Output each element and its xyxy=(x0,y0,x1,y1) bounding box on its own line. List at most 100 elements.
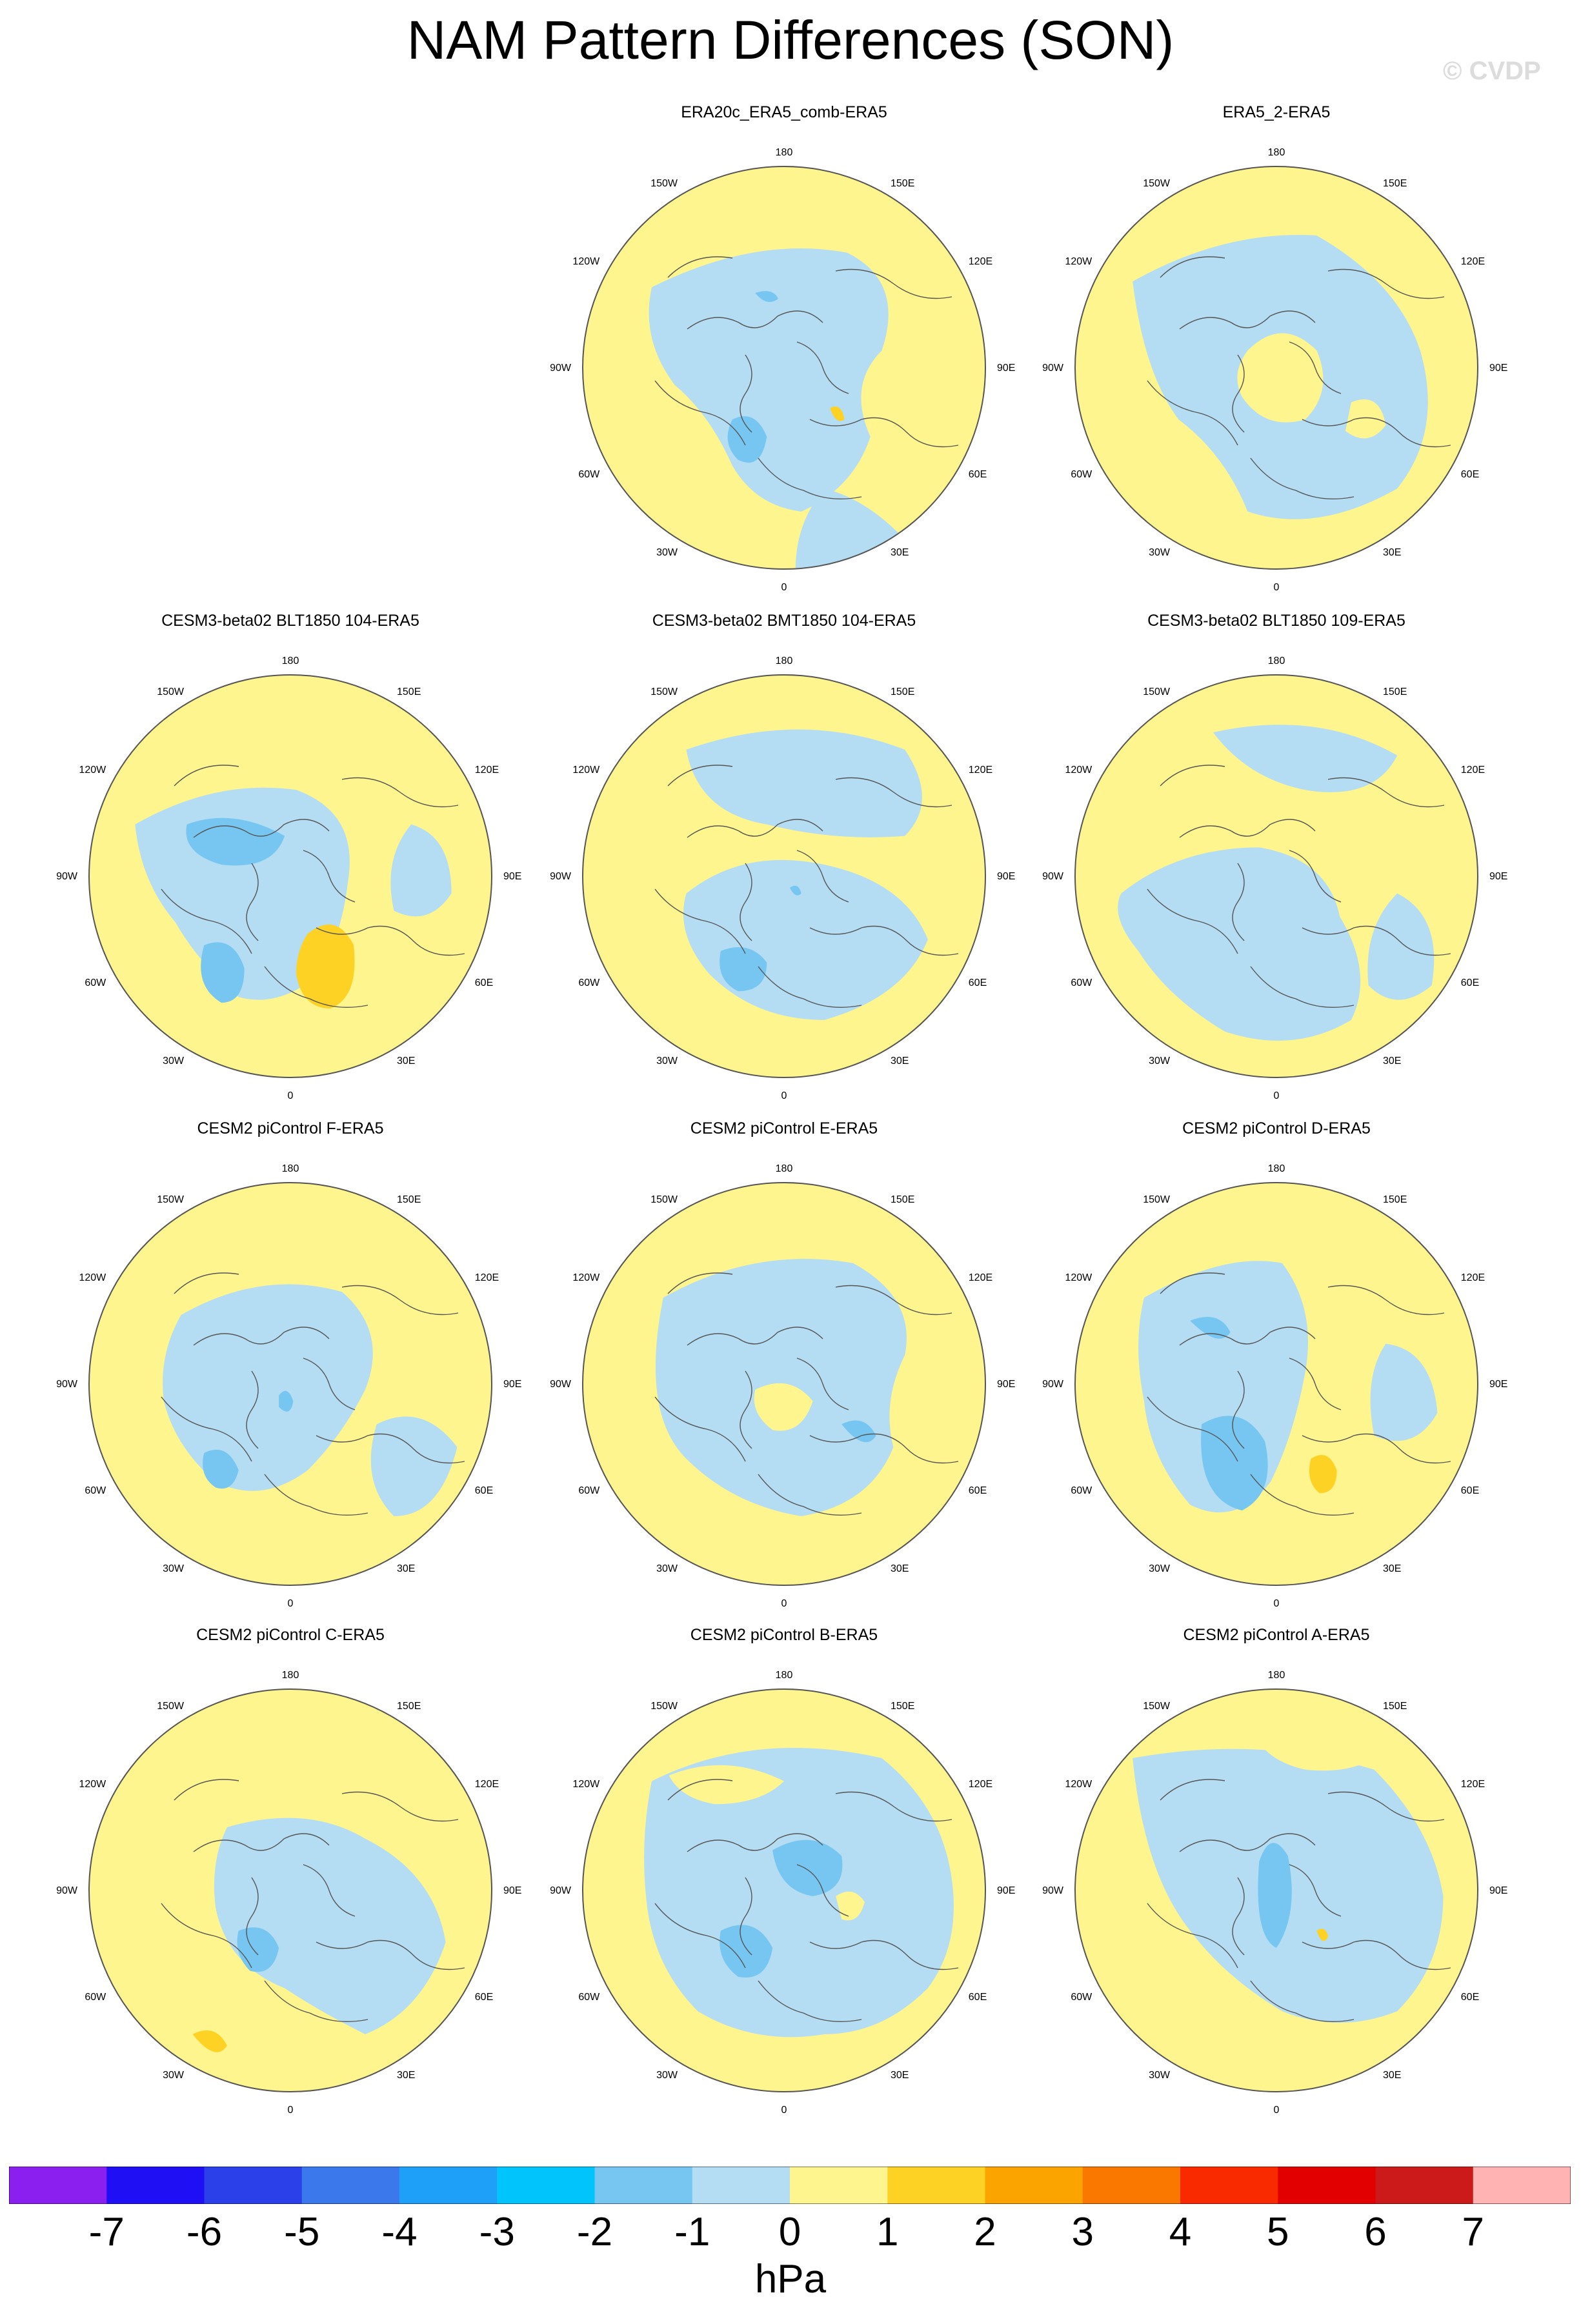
page-title: NAM Pattern Differences (SON) xyxy=(407,10,1174,70)
colorbar-swatch xyxy=(985,2167,1083,2204)
panel-title: CESM2 piControl A-ERA5 xyxy=(1183,1626,1370,1644)
coastlines xyxy=(654,256,959,499)
map-panel: CESM2 piControl D-ERA5 180 0 90W 90E 150W 120W… xyxy=(1031,1119,1522,1616)
contour-region xyxy=(686,729,922,837)
polar-map: 180 0 90W 90E 150W 120W 150E 120E 60W 30W 60E 30E xyxy=(1042,1670,1507,2116)
colorbar-tick-label: 4 xyxy=(1169,2210,1192,2254)
longitude-label: 90E xyxy=(1489,363,1507,374)
longitude-label: 60W xyxy=(1071,977,1093,988)
longitude-label: 60W xyxy=(85,1485,106,1496)
contour-region xyxy=(1190,1317,1231,1339)
longitude-label: 180 xyxy=(1268,656,1285,666)
map-panel: CESM2 piControl E-ERA5 180 0 90W 90E 150W 120W… xyxy=(539,1119,1029,1616)
longitude-label: 60E xyxy=(475,977,493,988)
map-panel: CESM2 piControl F-ERA5 180 0 90W 90E 150W 120W… xyxy=(45,1119,536,1616)
colorbar-tick-label: 0 xyxy=(778,2210,801,2254)
longitude-label: 150E xyxy=(891,686,914,697)
colorbar-tick-label: 6 xyxy=(1364,2210,1387,2254)
colorbar-swatch xyxy=(1278,2167,1376,2204)
panel-title: CESM2 piControl B-ERA5 xyxy=(690,1626,878,1644)
longitude-label: 90W xyxy=(56,1885,78,1896)
longitude-label: 120E xyxy=(1461,765,1485,776)
colorbar-swatch xyxy=(1473,2167,1571,2204)
colorbar-swatch xyxy=(692,2167,790,2204)
longitude-label: 60W xyxy=(578,977,600,988)
colorbar-tick-label: 5 xyxy=(1267,2210,1289,2254)
longitude-label: 120W xyxy=(1065,765,1093,776)
longitude-label: 90E xyxy=(1489,1885,1507,1896)
longitude-label: 120W xyxy=(572,256,600,267)
longitude-label: 120E xyxy=(1461,256,1485,267)
contour-region xyxy=(1370,1343,1438,1441)
longitude-label: 150E xyxy=(397,1701,421,1712)
polar-map: 180 0 90W 90E 150W 120W 150E 120E 60W 30W 60E 30E xyxy=(1042,1163,1507,1609)
longitude-label: 30E xyxy=(397,1563,415,1574)
contour-region xyxy=(755,291,779,303)
colorbar-tick-label: 7 xyxy=(1462,2210,1484,2254)
longitude-label: 90W xyxy=(550,871,572,882)
contour-region xyxy=(1247,1711,1386,1771)
map-panel: CESM3-beta02 BLT1850 104-ERA5 180 0 90W 90E 1… xyxy=(45,612,536,1108)
longitude-label: 30W xyxy=(1149,1563,1171,1574)
panel-title: CESM2 piControl D-ERA5 xyxy=(1182,1119,1371,1137)
longitude-label: 180 xyxy=(282,1163,299,1174)
longitude-label: 150W xyxy=(1143,686,1171,697)
contour-region xyxy=(192,2030,227,2052)
longitude-label: 120W xyxy=(79,1272,106,1283)
longitude-label: 30W xyxy=(656,1056,678,1067)
longitude-label: 60E xyxy=(1461,977,1479,988)
longitude-label: 60W xyxy=(1071,1485,1093,1496)
contour-region xyxy=(727,416,767,463)
coastlines xyxy=(1147,1272,1451,1516)
longitude-label: 30W xyxy=(1149,547,1171,558)
map-panel: CESM2 piControl A-ERA5 180 0 90W 90E 150W 120W… xyxy=(1031,1626,1522,2123)
polar-map: 180 0 90W 90E 150W 120W 150E 120E 60W 30W 60E 30E xyxy=(550,1163,1015,1609)
polar-map: 180 0 90W 90E 150W 120W 150E 120E 60W 30W 60E 30E xyxy=(56,656,521,1101)
longitude-label: 150E xyxy=(1383,1701,1407,1712)
contour-region xyxy=(1237,333,1324,423)
panel-title: CESM2 piControl F-ERA5 xyxy=(197,1119,384,1137)
panel-title: CESM2 piControl E-ERA5 xyxy=(690,1119,878,1137)
map-rim xyxy=(1074,1688,1478,2092)
longitude-label: 90E xyxy=(503,1379,521,1390)
longitude-label: 0 xyxy=(288,1598,294,1609)
longitude-label: 0 xyxy=(781,1598,787,1609)
polar-map: 180 0 90W 90E 150W 120W 150E 120E 60W 30W 60E 30E xyxy=(1042,147,1507,593)
map-panel: CESM3-beta02 BLT1850 109-ERA5 180 0 90W 90E 1… xyxy=(1031,612,1522,1108)
longitude-label: 90E xyxy=(503,871,521,882)
coastlines xyxy=(654,1779,959,2022)
contour-region xyxy=(830,406,845,421)
longitude-label: 180 xyxy=(282,1670,299,1681)
colorbar-swatch xyxy=(497,2167,595,2204)
longitude-label: 0 xyxy=(1274,582,1280,593)
map-rim xyxy=(582,166,986,570)
colorbar-tick-label: 2 xyxy=(974,2210,996,2254)
colorbar-swatch xyxy=(399,2167,498,2204)
longitude-label: 30E xyxy=(891,1563,909,1574)
longitude-label: 0 xyxy=(1274,1598,1280,1609)
longitude-label: 60W xyxy=(578,1992,600,2003)
contour-region xyxy=(754,1383,813,1431)
contour-region xyxy=(772,1839,843,1896)
longitude-label: 180 xyxy=(776,1163,793,1174)
contour-region xyxy=(186,817,285,866)
longitude-label: 30E xyxy=(891,2070,909,2081)
longitude-label: 150W xyxy=(1143,178,1171,189)
longitude-label: 0 xyxy=(781,1090,787,1101)
longitude-label: 180 xyxy=(282,656,299,666)
longitude-label: 60E xyxy=(1461,1485,1479,1496)
longitude-label: 180 xyxy=(776,656,793,666)
longitude-label: 150E xyxy=(1383,686,1407,697)
contour-region xyxy=(1118,847,1361,1041)
panel-title: CESM3-beta02 BLT1850 109-ERA5 xyxy=(1147,612,1405,630)
colorbar-tick-label: 3 xyxy=(1071,2210,1094,2254)
longitude-label: 30W xyxy=(656,547,678,558)
polar-map: 180 0 90W 90E 150W 120W 150E 120E 60W 30W 60E 30E xyxy=(56,1163,521,1609)
longitude-label: 120E xyxy=(475,1272,499,1283)
longitude-label: 90E xyxy=(503,1885,521,1896)
longitude-label: 30W xyxy=(163,1563,185,1574)
coastlines xyxy=(161,1779,465,2022)
longitude-label: 90W xyxy=(56,871,78,882)
colorbar-swatch xyxy=(301,2167,400,2204)
contour-region xyxy=(720,1925,773,1978)
